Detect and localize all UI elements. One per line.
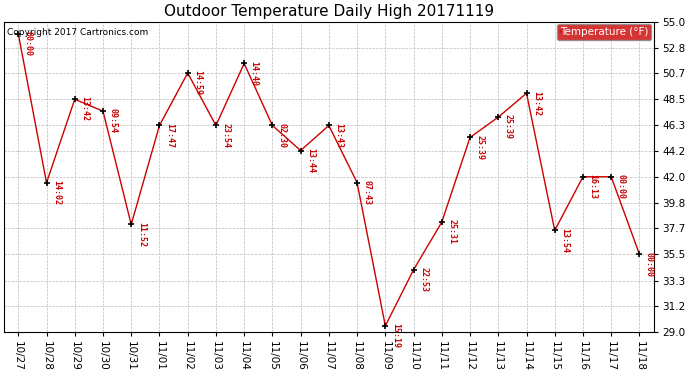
Text: 09:54: 09:54 <box>108 108 117 134</box>
Text: 00:00: 00:00 <box>617 174 626 199</box>
Text: 02:30: 02:30 <box>278 123 287 148</box>
Text: 16:13: 16:13 <box>589 174 598 199</box>
Text: 13:42: 13:42 <box>80 96 89 122</box>
Text: 13:43: 13:43 <box>335 123 344 148</box>
Text: 07:43: 07:43 <box>363 180 372 205</box>
Text: 22:53: 22:53 <box>419 267 428 292</box>
Text: 25:39: 25:39 <box>475 135 484 160</box>
Text: 13:42: 13:42 <box>532 90 541 116</box>
Text: 14:40: 14:40 <box>250 61 259 86</box>
Text: 15:19: 15:19 <box>391 323 400 348</box>
Text: 25:31: 25:31 <box>447 219 456 244</box>
Text: Copyright 2017 Cartronics.com: Copyright 2017 Cartronics.com <box>8 28 148 37</box>
Text: 17:47: 17:47 <box>165 123 174 148</box>
Text: 25:39: 25:39 <box>504 114 513 140</box>
Text: 23:54: 23:54 <box>221 123 230 148</box>
Text: 14:59: 14:59 <box>193 70 202 95</box>
Text: 00:00: 00:00 <box>24 31 33 56</box>
Legend: Temperature (°F): Temperature (°F) <box>557 24 651 40</box>
Text: 13:44: 13:44 <box>306 148 315 173</box>
Text: 14:02: 14:02 <box>52 180 61 205</box>
Text: 11:52: 11:52 <box>137 222 146 247</box>
Text: 00:00: 00:00 <box>645 252 654 276</box>
Text: 13:54: 13:54 <box>560 228 569 253</box>
Title: Outdoor Temperature Daily High 20171119: Outdoor Temperature Daily High 20171119 <box>164 4 494 19</box>
